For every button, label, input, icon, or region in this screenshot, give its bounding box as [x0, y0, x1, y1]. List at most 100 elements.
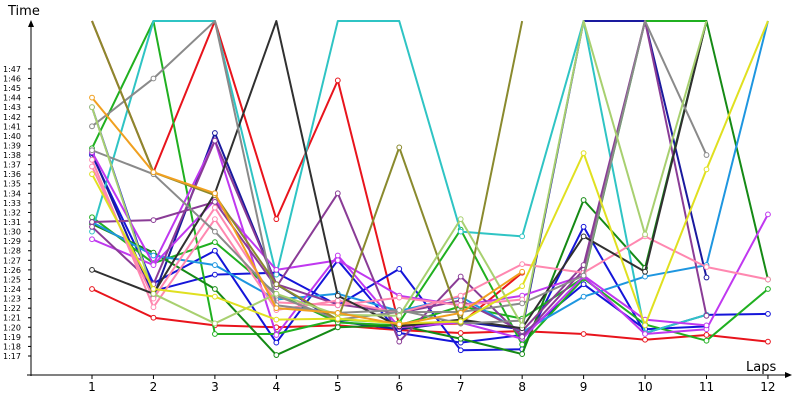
data-point [396, 144, 403, 151]
data-point [334, 190, 341, 197]
data-point [273, 316, 280, 323]
data-point [334, 292, 341, 299]
y-tick-label: 1:36 [3, 170, 21, 179]
data-point [212, 320, 218, 327]
x-tick-label: 6 [395, 380, 403, 394]
data-point [273, 339, 280, 346]
data-point [703, 152, 710, 158]
data-point [519, 341, 526, 348]
data-point [703, 332, 710, 338]
data-point [150, 169, 157, 176]
y-tick-label: 1:24 [3, 285, 21, 294]
y-axis-arrow [28, 20, 34, 27]
data-point [273, 271, 280, 278]
data-point [212, 190, 218, 197]
data-point [519, 322, 526, 329]
data-point [642, 231, 648, 238]
data-point [642, 273, 648, 280]
series-line-14 [91, 20, 647, 333]
y-tick-label: 1:19 [3, 333, 21, 342]
data-point [150, 286, 157, 292]
data-point [765, 310, 771, 317]
y-tick-label: 1:39 [3, 141, 21, 150]
x-tick-label: 9 [580, 380, 588, 394]
data-point [580, 233, 587, 240]
series-line-22 [91, 20, 769, 327]
data-point [150, 295, 157, 302]
y-tick-label: 1:47 [3, 65, 21, 74]
data-point [519, 283, 526, 290]
data-point [212, 331, 218, 337]
data-point [212, 293, 218, 300]
data-point [89, 219, 95, 225]
data-point [150, 290, 157, 297]
y-tick-label: 1:44 [3, 94, 21, 103]
data-point [334, 302, 341, 309]
data-point [396, 338, 403, 345]
data-point [212, 216, 218, 223]
data-point [765, 286, 771, 292]
y-tick-label: 1:18 [3, 342, 21, 351]
data-point [212, 239, 218, 246]
series-line-9 [91, 20, 707, 335]
data-point [457, 228, 464, 235]
data-point [703, 312, 710, 319]
data-point [519, 261, 526, 268]
data-point [89, 156, 95, 163]
data-point [457, 318, 464, 325]
data-point [212, 286, 218, 292]
y-tick-label: 1:28 [3, 247, 21, 256]
data-point [703, 264, 710, 270]
data-point [765, 276, 771, 283]
data-point [334, 297, 341, 304]
y-tick-label: 1:29 [3, 237, 21, 246]
data-point [334, 257, 341, 264]
data-point [703, 274, 710, 281]
x-tick-label: 11 [699, 380, 714, 394]
data-point [580, 197, 587, 203]
y-tick-label: 1:37 [3, 161, 21, 170]
x-tick-label: 5 [334, 380, 342, 394]
data-point [334, 315, 341, 322]
data-point [642, 336, 648, 343]
data-point [457, 310, 464, 316]
data-point [273, 290, 280, 297]
y-tick-label: 1:33 [3, 199, 21, 208]
data-point [457, 302, 464, 309]
y-tick-label: 1:34 [3, 189, 21, 198]
data-point [642, 331, 648, 337]
data-point [89, 223, 95, 230]
data-point [89, 236, 95, 243]
y-tick-label: 1:26 [3, 266, 21, 275]
x-tick-label: 8 [518, 380, 526, 394]
y-tick-label: 1:31 [3, 218, 21, 227]
series-layer [89, 20, 771, 358]
data-point [580, 223, 587, 230]
data-point [580, 150, 587, 157]
y-axis-title: Time [7, 4, 40, 19]
data-point [703, 166, 710, 173]
ticks-layer: 1:171:181:191:201:211:221:231:241:251:26… [3, 65, 776, 394]
x-tick-label: 2 [150, 380, 158, 394]
y-tick-label: 1:17 [3, 352, 21, 361]
data-point [212, 262, 218, 268]
x-tick-label: 1 [88, 380, 96, 394]
data-point [212, 204, 218, 211]
x-axis-title: Laps [746, 360, 776, 375]
y-tick-label: 1:23 [3, 295, 21, 304]
data-point [519, 268, 526, 275]
data-point [212, 228, 218, 235]
data-point [89, 147, 95, 154]
data-point [273, 216, 280, 223]
data-point [396, 321, 403, 328]
data-point [642, 322, 648, 329]
data-point [212, 137, 218, 144]
data-point [396, 294, 403, 301]
x-tick-label: 12 [760, 380, 775, 394]
data-point [89, 214, 95, 221]
data-point [334, 77, 341, 84]
data-point [89, 94, 95, 101]
data-point [519, 333, 526, 340]
data-point [457, 335, 464, 342]
data-point [273, 281, 280, 288]
